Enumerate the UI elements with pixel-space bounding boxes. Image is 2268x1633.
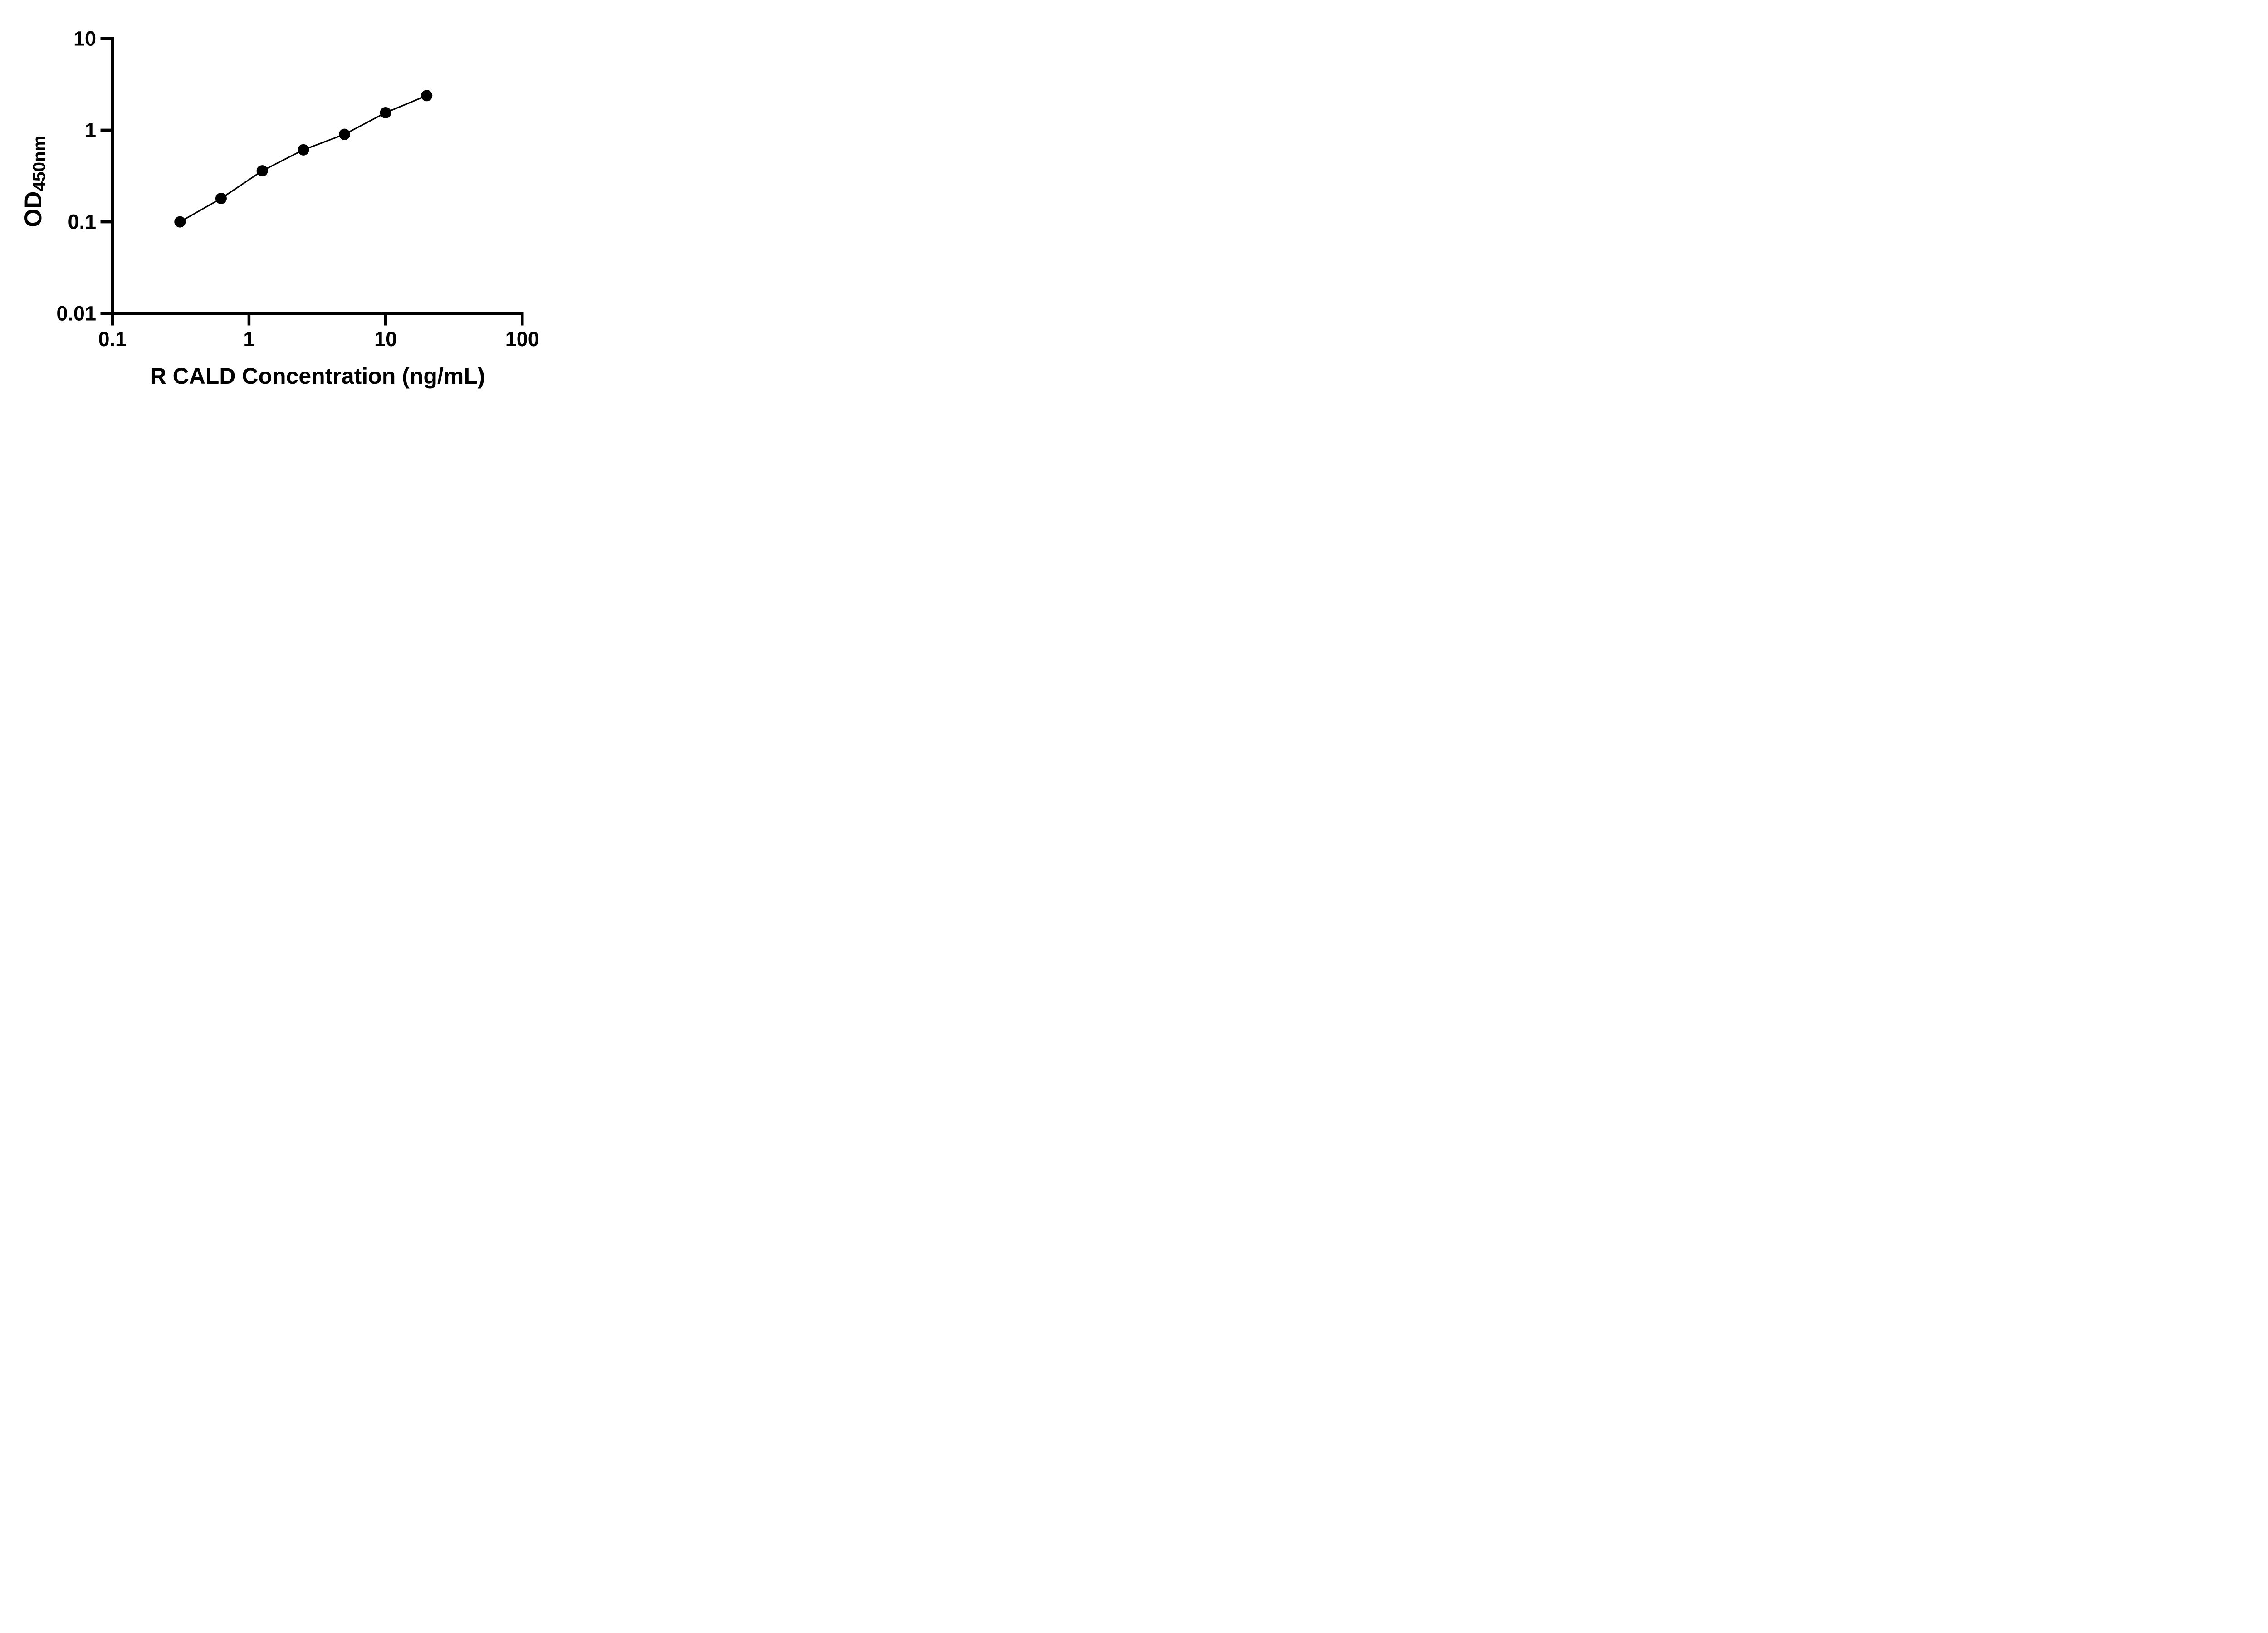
plot-area — [100, 37, 524, 326]
data-point — [338, 128, 350, 140]
data-point — [380, 107, 391, 118]
data-point — [298, 144, 309, 156]
data-point — [421, 90, 433, 102]
data-point — [215, 192, 227, 204]
data-point — [174, 216, 186, 228]
elisa-standard-curve-figure: R CALD Concentration (ng/mL) OD450nm 10 1… — [0, 0, 583, 408]
data-point — [256, 165, 268, 177]
